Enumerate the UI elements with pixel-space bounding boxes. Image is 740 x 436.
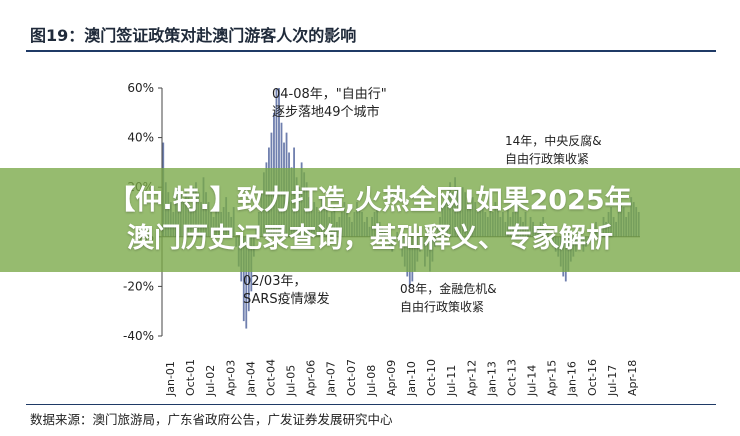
- banner-line-1: 【仲.特.】致力打造,火热全网!如果2025年: [108, 185, 632, 216]
- bar: [247, 236, 250, 312]
- promo-banner: 【仲.特.】致力打造,火热全网!如果2025年 澳门历史记录查询，基础释义、专家…: [0, 168, 740, 272]
- annotation-text: 逐步落地49个城市: [272, 104, 380, 120]
- x-tick-label: Oct-13: [505, 359, 518, 396]
- bar: [275, 88, 278, 237]
- x-tick-label: Jan-10: [405, 361, 418, 397]
- banner-line-2: 澳门历史记录查询，基础释义、专家解析: [127, 223, 613, 254]
- annotation-text: SARS疫情爆发: [243, 291, 330, 307]
- x-tick-label: Jan-16: [566, 361, 579, 397]
- annotation-text: 自由行政策收紧: [400, 300, 484, 314]
- source-rule: [26, 404, 716, 405]
- x-tick-label: Jan-07: [325, 361, 338, 397]
- x-tick-label: Oct-01: [184, 359, 197, 396]
- title-rule: [26, 50, 716, 52]
- x-tick-label: Oct-16: [586, 359, 599, 396]
- x-tick-label: Jul-17: [606, 365, 619, 397]
- x-tick-label: Oct-04: [264, 359, 277, 396]
- x-tick-label: Jul-05: [285, 365, 298, 397]
- y-tick-label: -20%: [123, 279, 154, 293]
- x-tick-label: Jul-02: [204, 365, 217, 397]
- annotation-text: 02/03年，: [243, 274, 306, 289]
- source-note: 数据来源：澳门旅游局，广东省政府公告，广发证券发展研究中心: [30, 412, 393, 427]
- bar: [245, 236, 248, 329]
- x-tick-label: Oct-10: [425, 359, 438, 396]
- x-tick-label: Jul-14: [526, 365, 539, 397]
- x-tick-label: Apr-06: [305, 360, 318, 396]
- x-tick-label: Jan-13: [485, 361, 498, 397]
- x-tick-label: Apr-15: [546, 360, 559, 396]
- annotation-text: 14年，中央反腐&: [505, 133, 602, 148]
- y-tick-label: 60%: [127, 81, 154, 95]
- x-tick-label: Jan-04: [244, 361, 257, 397]
- bar: [278, 88, 280, 237]
- y-tick-label: -40%: [123, 329, 154, 343]
- annotation-text: 04-08年，"自由行": [272, 87, 387, 102]
- annotation-text: 08年，金融危机&: [400, 281, 497, 296]
- annotation-text: 自由行政策收紧: [505, 152, 589, 166]
- bar: [242, 236, 245, 322]
- x-tick-label: Oct-07: [345, 359, 358, 396]
- x-tick-label: Apr-03: [224, 360, 237, 396]
- x-tick-label: Jul-11: [445, 365, 458, 397]
- x-tick-label: Jul-08: [365, 365, 378, 397]
- chart-title: 图19：澳门签证政策对赴澳门游客人次的影响: [30, 26, 357, 45]
- x-tick-label: Apr-18: [626, 360, 639, 396]
- x-tick-label: Apr-12: [465, 360, 478, 396]
- y-tick-label: 40%: [127, 131, 154, 145]
- x-tick-label: Apr-09: [385, 360, 398, 396]
- x-tick-label: Jan-01: [164, 361, 177, 397]
